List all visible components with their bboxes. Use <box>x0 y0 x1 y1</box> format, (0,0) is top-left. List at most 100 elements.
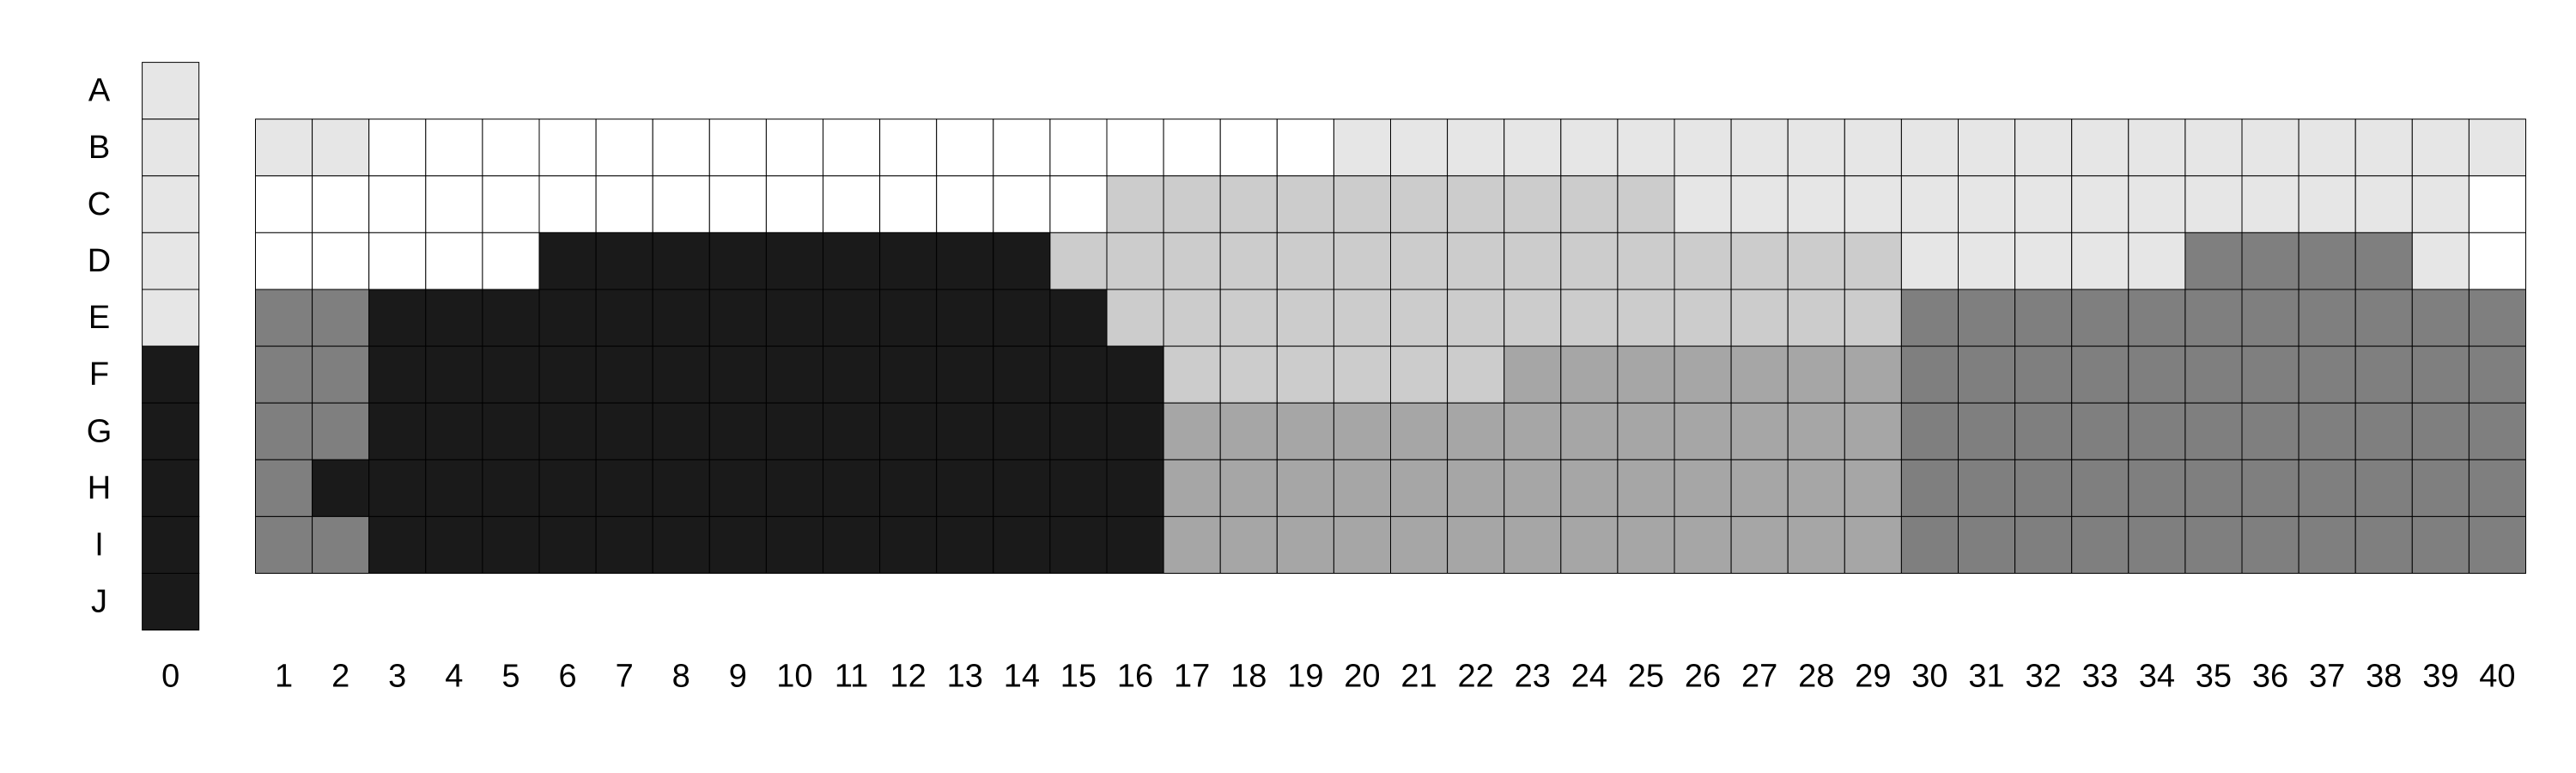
cell-I-9 <box>708 515 767 575</box>
cell-I-31 <box>1958 515 2016 575</box>
cell-B-18 <box>1219 119 1278 177</box>
cell-F-24 <box>1560 345 1619 404</box>
cell-E-17 <box>1163 289 1221 347</box>
cell-C-26 <box>1674 175 1732 234</box>
cell-B-0 <box>142 119 200 177</box>
cell-C-29 <box>1844 175 1902 234</box>
cell-G-24 <box>1560 402 1619 460</box>
cell-E-10 <box>765 289 824 347</box>
col-label-34: 34 <box>2139 659 2175 695</box>
cell-F-16 <box>1106 345 1164 404</box>
cell-F-7 <box>595 345 653 404</box>
cell-F-25 <box>1617 345 1675 404</box>
cell-G-10 <box>765 402 824 460</box>
cell-B-8 <box>652 119 710 177</box>
cell-B-28 <box>1787 119 1845 177</box>
cell-B-3 <box>368 119 427 177</box>
cell-C-28 <box>1787 175 1845 234</box>
cell-E-9 <box>708 289 767 347</box>
cell-F-10 <box>765 345 824 404</box>
cell-E-6 <box>538 289 597 347</box>
cell-I-34 <box>2128 515 2186 575</box>
cell-I-39 <box>2411 515 2470 575</box>
row-label-E: E <box>88 300 110 336</box>
cell-G-22 <box>1447 402 1505 460</box>
cell-I-18 <box>1219 515 1278 575</box>
cell-G-14 <box>993 402 1051 460</box>
cell-F-39 <box>2411 345 2470 404</box>
cell-D-25 <box>1617 232 1675 290</box>
cell-F-34 <box>2128 345 2186 404</box>
cell-B-29 <box>1844 119 1902 177</box>
cell-F-40 <box>2468 345 2526 404</box>
cell-B-6 <box>538 119 597 177</box>
cell-F-8 <box>652 345 710 404</box>
cell-E-31 <box>1958 289 2016 347</box>
cell-D-18 <box>1219 232 1278 290</box>
cell-C-20 <box>1333 175 1392 234</box>
cell-C-14 <box>993 175 1051 234</box>
cell-H-33 <box>2071 459 2129 517</box>
cell-H-5 <box>482 459 540 517</box>
cell-H-40 <box>2468 459 2526 517</box>
col-label-30: 30 <box>1911 659 1947 695</box>
col-label-21: 21 <box>1400 659 1437 695</box>
col-label-36: 36 <box>2252 659 2288 695</box>
cell-C-15 <box>1049 175 1108 234</box>
cell-I-11 <box>823 515 881 575</box>
cell-C-33 <box>2071 175 2129 234</box>
cell-C-13 <box>936 175 994 234</box>
cell-E-12 <box>879 289 938 347</box>
cell-C-9 <box>708 175 767 234</box>
cell-G-1 <box>255 402 313 460</box>
cell-I-28 <box>1787 515 1845 575</box>
col-label-7: 7 <box>616 659 634 695</box>
col-label-32: 32 <box>2026 659 2062 695</box>
cell-I-35 <box>2184 515 2243 575</box>
cell-F-2 <box>312 345 370 404</box>
col-label-1: 1 <box>275 659 293 695</box>
col-label-33: 33 <box>2082 659 2118 695</box>
cell-B-9 <box>708 119 767 177</box>
cell-H-8 <box>652 459 710 517</box>
cell-I-27 <box>1730 515 1789 575</box>
cell-D-32 <box>2014 232 2073 290</box>
cell-D-7 <box>595 232 653 290</box>
column-labels: 0 1 2 3 4 5 6 7 8 9 10 11 12 13 14 15 16 17 18 19 20 21 22 23 24… <box>161 659 2516 695</box>
cell-F-26 <box>1674 345 1732 404</box>
cell-D-27 <box>1730 232 1789 290</box>
cell-D-13 <box>936 232 994 290</box>
cell-C-27 <box>1730 175 1789 234</box>
cell-D-4 <box>425 232 483 290</box>
cell-G-18 <box>1219 402 1278 460</box>
cell-E-13 <box>936 289 994 347</box>
cell-C-5 <box>482 175 540 234</box>
cell-B-14 <box>993 119 1051 177</box>
cell-F-19 <box>1276 345 1334 404</box>
cell-H-22 <box>1447 459 1505 517</box>
cell-H-38 <box>2354 459 2413 517</box>
cell-H-14 <box>993 459 1051 517</box>
row-label-J: J <box>91 584 107 620</box>
cell-I-22 <box>1447 515 1505 575</box>
cell-H-31 <box>1958 459 2016 517</box>
cell-H-13 <box>936 459 994 517</box>
cell-F-4 <box>425 345 483 404</box>
cell-E-32 <box>2014 289 2073 347</box>
col-label-18: 18 <box>1230 659 1267 695</box>
col-label-38: 38 <box>2366 659 2402 695</box>
cell-F-5 <box>482 345 540 404</box>
cell-D-1 <box>255 232 313 290</box>
cell-H-20 <box>1333 459 1392 517</box>
cell-I-40 <box>2468 515 2526 575</box>
cell-E-25 <box>1617 289 1675 347</box>
cell-G-12 <box>879 402 938 460</box>
cell-I-8 <box>652 515 710 575</box>
cell-D-19 <box>1276 232 1334 290</box>
cell-H-12 <box>879 459 938 517</box>
col-label-0: 0 <box>161 659 179 695</box>
cell-F-3 <box>368 345 427 404</box>
cell-E-0 <box>142 289 200 347</box>
col-label-29: 29 <box>1855 659 1891 695</box>
cell-E-19 <box>1276 289 1334 347</box>
